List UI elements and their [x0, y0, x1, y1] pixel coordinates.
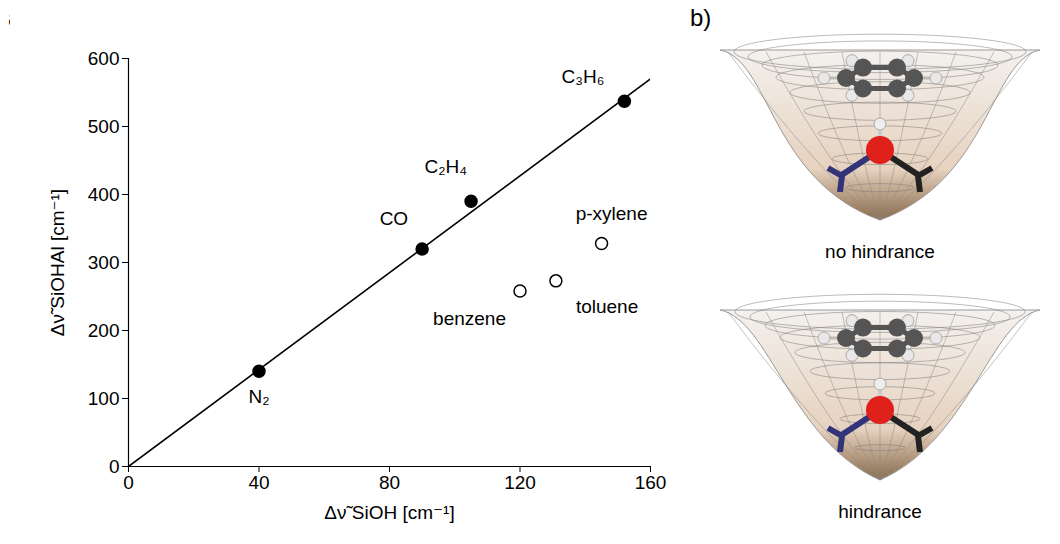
svg-text:600: 600: [88, 48, 120, 69]
svg-text:toluene: toluene: [576, 296, 638, 317]
svg-text:100: 100: [88, 388, 120, 409]
svg-text:0: 0: [123, 472, 134, 493]
svg-text:200: 200: [88, 320, 120, 341]
html-text:a): a): [8, 4, 30, 31]
svg-text:no hindrance: no hindrance: [825, 241, 935, 262]
svg-text:hindrance: hindrance: [838, 501, 921, 522]
svg-text:Δν̃ SiOHAl [cm⁻¹]: Δν̃ SiOHAl [cm⁻¹]: [47, 189, 68, 336]
svg-text:C₃H₆: C₃H₆: [562, 66, 605, 87]
svg-text:500: 500: [88, 116, 120, 137]
html-text:b): b): [690, 4, 712, 31]
svg-text:Δν̃ SiOH [cm⁻¹]: Δν̃ SiOH [cm⁻¹]: [324, 502, 454, 523]
svg-text:120: 120: [504, 472, 536, 493]
svg-text:0: 0: [109, 456, 120, 477]
svg-text:p-xylene: p-xylene: [576, 203, 648, 224]
svg-text:80: 80: [379, 472, 400, 493]
svg-text:300: 300: [88, 252, 120, 273]
svg-text:benzene: benzene: [433, 308, 506, 329]
svg-text:40: 40: [248, 472, 269, 493]
svg-text:400: 400: [88, 184, 120, 205]
svg-text:C₂H₄: C₂H₄: [424, 156, 467, 177]
svg-text:CO: CO: [380, 208, 409, 229]
svg-text:N₂: N₂: [248, 386, 269, 407]
svg-text:160: 160: [635, 472, 667, 493]
